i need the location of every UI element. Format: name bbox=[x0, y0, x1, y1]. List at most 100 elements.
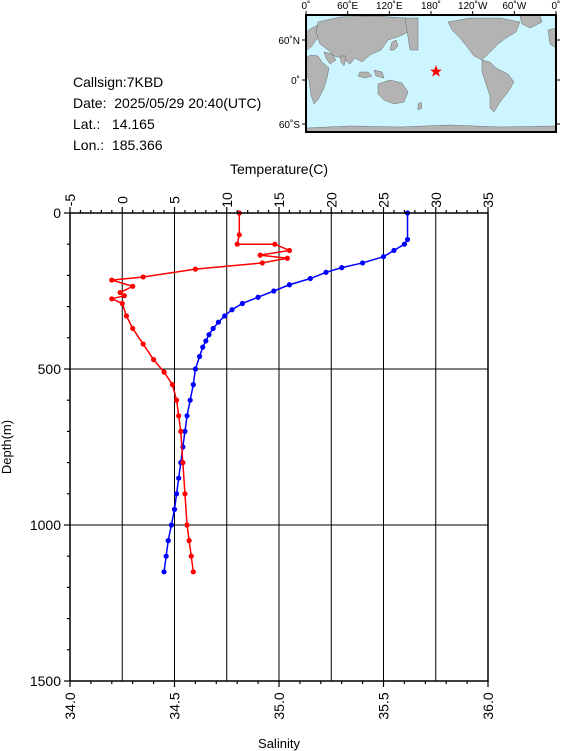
temperature-tick-label: 15 bbox=[271, 192, 287, 208]
salinity-profile-line bbox=[109, 213, 293, 572]
temperature-point bbox=[180, 444, 186, 450]
salinity-tick-label: 36.0 bbox=[480, 692, 496, 719]
depth-tick-label: 1500 bbox=[30, 673, 61, 689]
depth-tick-label: 500 bbox=[38, 361, 62, 377]
temperature-point bbox=[165, 538, 171, 544]
salinity-point bbox=[182, 491, 188, 497]
salinity-axis-label: Salinity bbox=[258, 736, 300, 751]
map-lon-label: 180˚ bbox=[421, 0, 441, 12]
temperature-tick-label: 10 bbox=[219, 192, 235, 208]
map-antarctica bbox=[306, 124, 556, 132]
salinity-point bbox=[257, 252, 263, 258]
map-lat-label: 60˚S bbox=[279, 119, 300, 131]
temperature-tick-label: 0 bbox=[114, 196, 130, 204]
map-europe-edge bbox=[547, 27, 556, 49]
salinity-point bbox=[173, 397, 180, 403]
map-africa bbox=[306, 54, 330, 105]
temperature-point bbox=[176, 475, 182, 481]
temperature-axis-label: Temperature(C) bbox=[230, 161, 328, 177]
temperature-point bbox=[187, 397, 193, 403]
salinity-point bbox=[130, 283, 136, 289]
map-lat-label: 0˚ bbox=[291, 75, 300, 87]
salinity-point bbox=[284, 255, 290, 261]
station-info: Callsign:7KBD Date: 2025/05/29 20:40(UTC… bbox=[73, 72, 261, 156]
temperature-point bbox=[404, 210, 411, 216]
salinity-point bbox=[161, 369, 167, 375]
salinity-tick-label: 34.0 bbox=[62, 692, 78, 719]
salinity-point bbox=[236, 210, 242, 216]
temperature-point bbox=[323, 269, 329, 275]
map-dateline-strip bbox=[404, 17, 419, 51]
chart-frame bbox=[69, 212, 489, 682]
salinity-point bbox=[180, 460, 186, 466]
temperature-point bbox=[307, 275, 313, 282]
salinity-point bbox=[286, 247, 293, 254]
temperature-point bbox=[184, 413, 190, 419]
salinity-point bbox=[186, 538, 192, 544]
temperature-tick-label: 5 bbox=[167, 196, 183, 204]
depth-axis-label: Depth(m) bbox=[0, 420, 14, 474]
salinity-tick-label: 35.5 bbox=[376, 692, 392, 719]
map-arabia-india bbox=[323, 51, 347, 67]
depth-tick-label: 1000 bbox=[30, 517, 61, 533]
salinity-point bbox=[259, 260, 265, 266]
temperature-point bbox=[196, 353, 203, 360]
temperature-point bbox=[239, 300, 246, 307]
map-lon-label: 120˚E bbox=[376, 0, 403, 12]
map-japan bbox=[389, 39, 399, 51]
map-south-america bbox=[481, 59, 515, 113]
salinity-point bbox=[130, 325, 136, 332]
map-lon-label: 0˚ bbox=[552, 0, 561, 12]
temperature-point bbox=[401, 241, 407, 247]
map-new-zealand bbox=[417, 101, 423, 111]
temperature-point bbox=[163, 553, 169, 559]
temperature-point bbox=[173, 491, 180, 497]
map-lon-label: 60˚E bbox=[337, 0, 358, 12]
temperature-point bbox=[182, 428, 188, 434]
date-text: Date: 2025/05/29 20:40(UTC) bbox=[73, 95, 262, 111]
salinity-tick-label: 34.5 bbox=[167, 692, 183, 719]
temperature-tick-label: 30 bbox=[428, 192, 444, 208]
salinity-point bbox=[123, 313, 130, 319]
temperature-point bbox=[229, 307, 235, 313]
salinity-point bbox=[140, 341, 146, 347]
map-australia bbox=[377, 79, 409, 105]
salinity-point bbox=[192, 266, 198, 272]
temperature-point bbox=[190, 382, 196, 388]
salinity-point bbox=[178, 428, 184, 434]
map-lon-label: 60˚W bbox=[502, 0, 526, 12]
temperature-point bbox=[171, 506, 178, 512]
latitude-text: Lat.: 14.165 bbox=[73, 116, 155, 132]
salinity-point bbox=[234, 241, 240, 247]
map-lon-label: 120˚W bbox=[458, 0, 488, 12]
temperature-point bbox=[210, 325, 216, 332]
temperature-tick-label: 35 bbox=[480, 192, 496, 208]
salinity-point bbox=[236, 232, 242, 238]
salinity-point bbox=[109, 277, 115, 283]
salinity-tick-label: 35.0 bbox=[271, 692, 287, 719]
temperature-tick-label: 25 bbox=[376, 192, 392, 208]
map-lon-label: 0˚ bbox=[302, 0, 311, 12]
temperature-point bbox=[404, 236, 411, 243]
map-lat-label: 60˚N bbox=[278, 35, 300, 47]
longitude-text: Lon.: 185.366 bbox=[73, 137, 163, 153]
world-map: 0˚ 60˚E 120˚E 180˚ 120˚W 60˚W 0˚ 60˚N 0˚ 60˚S bbox=[278, 0, 561, 133]
temperature-point bbox=[200, 344, 206, 350]
temperature-profile-line bbox=[163, 213, 409, 572]
temperature-tick-label: -5 bbox=[62, 194, 78, 207]
salinity-point bbox=[119, 300, 125, 307]
salinity-point bbox=[272, 241, 278, 247]
temperature-point bbox=[222, 313, 228, 319]
temperature-point bbox=[215, 319, 221, 325]
temperature-point bbox=[168, 522, 174, 528]
temperature-tick-label: 20 bbox=[323, 192, 339, 208]
temperature-point bbox=[286, 282, 293, 288]
temperature-point bbox=[339, 265, 345, 271]
temperature-point bbox=[203, 338, 209, 344]
map-indonesia bbox=[357, 69, 385, 79]
salinity-point bbox=[151, 357, 157, 363]
temperature-point bbox=[206, 332, 212, 338]
map-north-america bbox=[447, 17, 521, 61]
salinity-point bbox=[109, 296, 115, 302]
temperature-point bbox=[161, 569, 167, 575]
